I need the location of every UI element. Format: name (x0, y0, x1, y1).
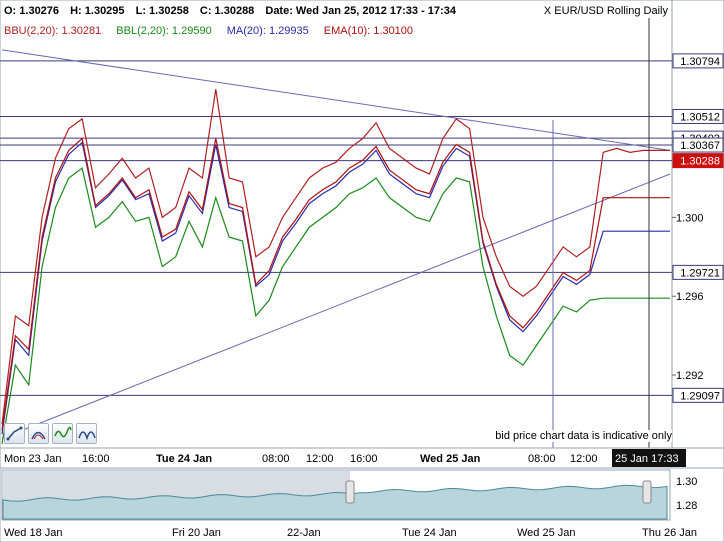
series-line (1, 89, 670, 425)
x-tick-label: Mon 23 Jan (4, 453, 61, 465)
price-level-badge (672, 137, 724, 153)
price-level-badge (672, 387, 724, 403)
x-tick-label: 16:00 (350, 453, 378, 465)
indicator-series (1, 89, 670, 445)
navigator-x-label: Tue 24 Jan (402, 527, 457, 539)
wave-tool-icon[interactable] (52, 423, 73, 444)
navigator-x-label: Fri 20 Jan (172, 527, 221, 539)
navigator-y-label: 1.30 (676, 476, 697, 488)
y-axis: 1.307941.305121.304021.303671.302881.297… (672, 53, 724, 403)
series-line (1, 167, 670, 445)
navigator-axis: Wed 18 Jan Fri 20 Jan 22-Jan Tue 24 Jan Wed … (4, 476, 697, 539)
price-level-label: 1.30794 (680, 56, 720, 68)
trendlines[interactable] (1, 49, 671, 439)
high-value: H: 1.30295 (70, 5, 125, 17)
x-tick-label: Tue 24 Jan (156, 453, 212, 465)
close-value: C: 1.30288 (199, 5, 255, 17)
price-level-label: 1.29097 (680, 390, 720, 402)
cursor-time-label: 25 Jan 17:33 (615, 453, 679, 465)
navigator-x-label: Thu 26 Jan (642, 527, 697, 539)
trendline[interactable] (1, 173, 671, 439)
price-level-label: 1.30288 (680, 156, 720, 168)
legend-bbl[interactable]: BBL(2,20): 1.29590 (116, 25, 212, 37)
trendline[interactable] (1, 49, 671, 151)
price-level-badge (672, 264, 724, 280)
cycle-tool-icon[interactable] (76, 423, 97, 444)
price-level-label: 1.30367 (680, 140, 720, 152)
price-level-badge (672, 153, 724, 169)
legend-ema[interactable]: EMA(10): 1.30100 (323, 25, 414, 37)
x-tick-label: Wed 25 Jan (420, 453, 481, 465)
navigator-x-label: 22-Jan (287, 527, 321, 539)
navigator-handle-right[interactable] (642, 480, 652, 504)
disclaimer: bid price chart data is indicative only (495, 430, 672, 442)
indicator-legend: BBU(2,20): 1.30281 BBL(2,20): 1.29590 MA… (4, 25, 425, 37)
x-tick-label: 08:00 (262, 453, 290, 465)
price-level-label: 1.29721 (680, 267, 720, 279)
x-tick-label: 08:00 (528, 453, 556, 465)
y-tick-label: 1.300 (676, 212, 704, 224)
series-line (1, 137, 670, 431)
series-line (1, 141, 670, 435)
x-tick-label: 16:00 (82, 453, 110, 465)
chart-title: X EUR/USD Rolling Daily (543, 5, 668, 17)
x-tick-label: 12:00 (306, 453, 334, 465)
x-tick-label: 12:00 (570, 453, 598, 465)
price-levels (0, 60, 672, 396)
y-tick-label: 1.292 (676, 370, 704, 382)
legend-bbu[interactable]: BBU(2,20): 1.30281 (4, 25, 102, 37)
navigator-area (2, 484, 668, 520)
navigator-y-label: 1.28 (676, 500, 697, 512)
legend-ma[interactable]: MA(20): 1.29935 (226, 25, 309, 37)
price-level-badge (672, 53, 724, 69)
price-level-label: 1.30512 (680, 111, 720, 123)
ohlc-header: O: 1.30276 H: 1.30295 L: 1.30258 C: 1.30… (4, 5, 464, 17)
date-range: Date: Wed Jan 25, 2012 17:33 - 17:34 (265, 5, 456, 17)
open-value: O: 1.30276 (4, 5, 60, 17)
navigator-handle-left[interactable] (345, 480, 355, 504)
x-axis: Mon 23 Jan 16:00 Tue 24 Jan 08:00 12:00 16:00… (4, 453, 598, 465)
y-tick-label: 1.296 (676, 291, 704, 303)
drawing-toolbar (4, 423, 97, 444)
arc-tool-icon[interactable] (28, 423, 49, 444)
navigator-x-label: Wed 18 Jan (4, 527, 63, 539)
navigator-x-label: Wed 25 Jan (517, 527, 576, 539)
cursor-time-badge (612, 449, 686, 467)
price-level-badge (672, 108, 724, 124)
low-value: L: 1.30258 (135, 5, 189, 17)
trendline-tool-icon[interactable] (4, 423, 25, 444)
